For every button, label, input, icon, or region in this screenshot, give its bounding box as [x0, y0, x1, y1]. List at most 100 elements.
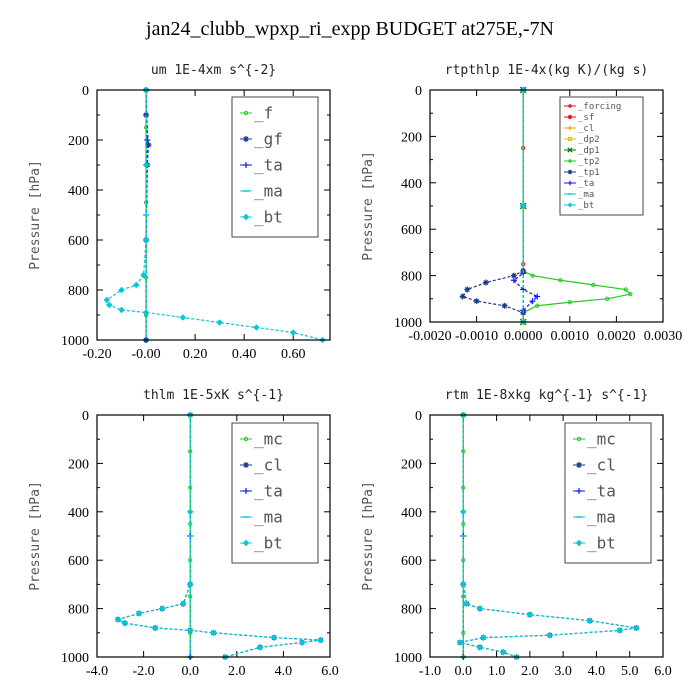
legend: _mc _cl _ta _ma _bt	[231, 422, 319, 564]
plot-frame	[429, 89, 664, 323]
x-tick-label: -0.0010	[455, 329, 498, 344]
x-tick-label: 0.0020	[597, 329, 636, 344]
x-tick-label: 5.0	[621, 664, 639, 679]
y-tick-label: 400	[68, 184, 89, 199]
x-tick-label: -1.0	[419, 664, 441, 679]
legend-label: _ma	[578, 190, 594, 200]
x-tick-label: -4.0	[86, 664, 108, 679]
y-tick-label: 400	[68, 506, 89, 521]
y-tick-label: 400	[401, 177, 422, 192]
panel-title: rtpthlp 1E-4x(kg K)/(kg s)	[445, 63, 649, 78]
legend-label: _f	[254, 104, 273, 123]
legend-marker	[568, 159, 572, 163]
legend-marker	[243, 488, 249, 494]
data-point	[628, 292, 633, 297]
x-tick-label: -0.00	[131, 347, 160, 362]
y-axis-label: Pressure [hPa]	[361, 481, 376, 591]
y-tick-label: 1000	[394, 651, 422, 666]
y-axis-label: Pressure [hPa]	[361, 151, 376, 261]
legend-label: _ma	[254, 508, 283, 527]
legend-label: _gf	[254, 130, 283, 149]
legend-marker	[243, 462, 249, 468]
x-tick-label: -0.0020	[408, 329, 451, 344]
y-tick-label: 600	[401, 554, 422, 569]
y-tick-label: 0	[82, 409, 89, 424]
y-tick-label: 800	[68, 284, 89, 299]
data-point	[103, 296, 111, 304]
plot-1: um 1E-4xm s^{-2} Pressure [hPa] 0 200 400 600…	[28, 63, 331, 362]
series-bt	[114, 411, 325, 661]
y-tick-label: 0	[415, 84, 422, 99]
data-point	[464, 286, 471, 293]
legend-label: _cl	[587, 456, 616, 475]
plot-4: rtm 1E-8xkg kg^{-1} s^{-1} Pressure [hPa]…	[361, 388, 672, 679]
legend-label: _cl	[578, 124, 594, 134]
data-point	[121, 619, 129, 627]
legend-marker	[243, 436, 249, 442]
x-tick-label: 1.0	[488, 664, 506, 679]
legend-label: _mc	[254, 430, 283, 449]
data-point	[256, 643, 264, 651]
data-point	[135, 610, 143, 617]
legend-marker	[243, 162, 249, 168]
x-tick-label: 0.0000	[504, 329, 543, 344]
data-point	[145, 142, 152, 148]
series-line	[116, 415, 321, 658]
legend-label: _sf	[578, 113, 594, 123]
legend-label: _ma	[254, 182, 283, 201]
y-tick-label: 400	[401, 506, 422, 521]
data-point	[140, 271, 147, 279]
legend-label: _ta	[587, 482, 616, 501]
panel-title: thlm 1E-5xK s^{-1}	[143, 388, 284, 403]
legend-label: _bt	[254, 208, 283, 227]
data-point	[142, 161, 150, 169]
legend-marker	[576, 462, 582, 468]
data-point	[459, 508, 467, 516]
data-point	[216, 319, 223, 326]
legend-marker	[568, 104, 572, 108]
x-tick-label: 0.0	[181, 664, 199, 679]
data-point	[604, 296, 610, 301]
series-bt	[456, 411, 640, 661]
data-point	[526, 611, 534, 619]
legend-label: _forcing	[578, 102, 621, 112]
data-point	[210, 629, 217, 637]
y-axis-label: Pressure [hPa]	[28, 160, 43, 270]
series-tp1	[459, 87, 527, 316]
legend-label: _mc	[587, 430, 616, 449]
y-tick-label: 800	[68, 603, 89, 618]
y-tick-label: 1000	[394, 316, 422, 331]
y-tick-label: 0	[82, 84, 89, 99]
data-point	[186, 627, 194, 634]
data-point	[529, 298, 536, 305]
data-point	[499, 648, 507, 656]
data-point	[476, 605, 484, 612]
data-point	[459, 581, 467, 588]
data-point	[476, 643, 484, 651]
data-point	[567, 300, 572, 305]
plot-2: rtpthlp 1E-4x(kg K)/(kg s) Pressure [hPa]…	[361, 63, 682, 344]
legend-marker	[243, 110, 249, 116]
data-point	[118, 286, 125, 294]
x-tick-label: 0.0010	[551, 329, 590, 344]
data-point	[105, 301, 113, 309]
x-tick-label: 4.0	[588, 664, 606, 679]
data-point	[519, 202, 527, 210]
data-point	[253, 324, 260, 331]
legend: _f _gf _ta _ma _bt	[231, 96, 319, 238]
data-point	[459, 293, 466, 300]
legend-label: _ta	[254, 482, 283, 501]
x-tick-label: 2.0	[228, 664, 246, 679]
x-tick-label: -2.0	[133, 664, 155, 679]
data-point	[142, 309, 150, 316]
data-point	[586, 617, 594, 625]
data-point	[270, 634, 278, 641]
x-tick-label: 0.0	[455, 664, 473, 679]
legend-label: _ta	[254, 156, 283, 175]
legend-marker	[242, 539, 250, 547]
x-tick-label: 3.0	[554, 664, 572, 679]
x-tick-label: 0.60	[281, 347, 306, 362]
series-ta	[510, 87, 541, 314]
panel-title: rtm 1E-8xkg kg^{-1} s^{-1}	[445, 388, 649, 403]
x-tick-label: 6.0	[321, 664, 339, 679]
